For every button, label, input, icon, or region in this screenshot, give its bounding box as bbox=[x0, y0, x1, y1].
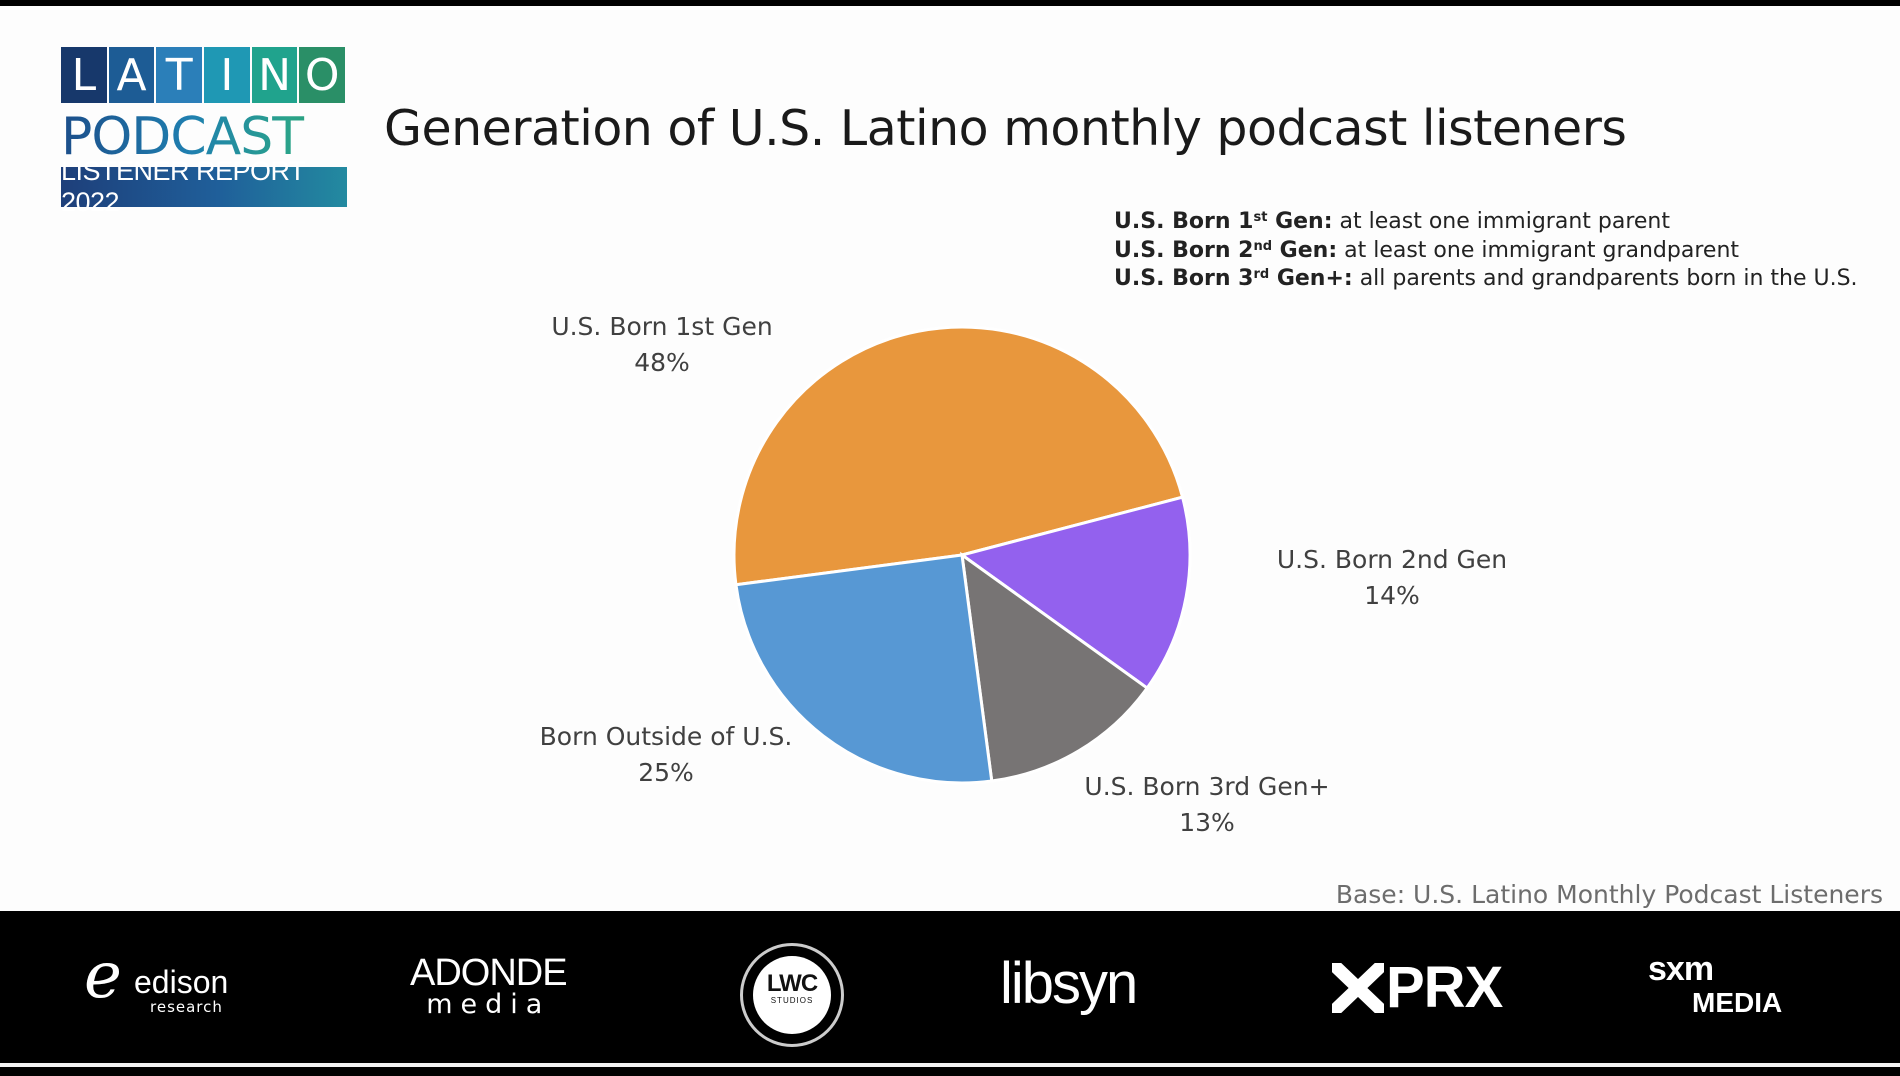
slice-us-born-3rd-gen bbox=[960, 551, 1150, 783]
prx-text: PRX bbox=[1386, 955, 1503, 1020]
chart-title: Generation of U.S. Latino monthly podcas… bbox=[384, 100, 1627, 157]
libsyn-text: libsyn bbox=[1000, 951, 1138, 1016]
libsyn-logo: libsyn bbox=[1000, 950, 1138, 1017]
slice-label: Born Outside of U.S. bbox=[540, 722, 793, 751]
latino-podcast-logo: L A T I N O PODCAST LISTENER REPORT 2022 bbox=[61, 47, 347, 223]
slice-us-born-1st-gen bbox=[732, 325, 1185, 587]
logo-latino-letters: L A T I N O bbox=[61, 47, 347, 109]
sxm-media-logo: sxm MEDIA bbox=[1648, 950, 1783, 1018]
slice-value-label: 13% bbox=[1179, 808, 1235, 837]
slice-born-outside-us bbox=[734, 553, 994, 785]
definition-line: U.S. Born 3rd Gen+: all parents and gran… bbox=[1114, 266, 1858, 291]
logo-letter: A bbox=[108, 47, 155, 103]
slice-label: U.S. Born 3rd Gen+ bbox=[1084, 772, 1329, 801]
slice-value-label: 14% bbox=[1364, 581, 1420, 610]
bottom-divider bbox=[0, 1063, 1900, 1067]
adonde-media-logo: ADONDE media bbox=[410, 952, 568, 1020]
slice-label: U.S. Born 2nd Gen bbox=[1277, 545, 1507, 574]
edison-research-logo: e edison research bbox=[84, 939, 229, 1016]
slice-value-label: 48% bbox=[634, 348, 690, 377]
pie-chart: U.S. Born 1st Gen 48% U.S. Born 2nd Gen 14%… bbox=[540, 312, 1507, 837]
definition-line: U.S. Born 2nd Gen: at least one immigran… bbox=[1114, 237, 1740, 263]
logo-letter: O bbox=[299, 47, 346, 103]
base-note: Base: U.S. Latino Monthly Podcast Listen… bbox=[1335, 880, 1883, 909]
generation-definitions: U.S. Born 1st Gen: at least one immigran… bbox=[1114, 208, 1858, 294]
prx-x-icon bbox=[1329, 960, 1387, 1016]
slice-label: U.S. Born 1st Gen bbox=[551, 312, 772, 341]
definition-line: U.S. Born 1st Gen: at least one immigran… bbox=[1114, 209, 1671, 234]
logo-podcast-text: PODCAST bbox=[61, 109, 347, 165]
logo-letter: T bbox=[156, 47, 203, 103]
lwc-studios-logo: LWC STUDIOS bbox=[740, 943, 844, 1047]
sponsor-footer bbox=[0, 911, 1900, 1063]
logo-letter: N bbox=[251, 47, 298, 103]
logo-letter: I bbox=[204, 47, 250, 103]
logo-letter: L bbox=[61, 47, 107, 103]
prx-logo: PRX bbox=[1329, 954, 1503, 1021]
slice-value-label: 25% bbox=[638, 758, 694, 787]
slice-us-born-2nd-gen bbox=[958, 495, 1192, 691]
